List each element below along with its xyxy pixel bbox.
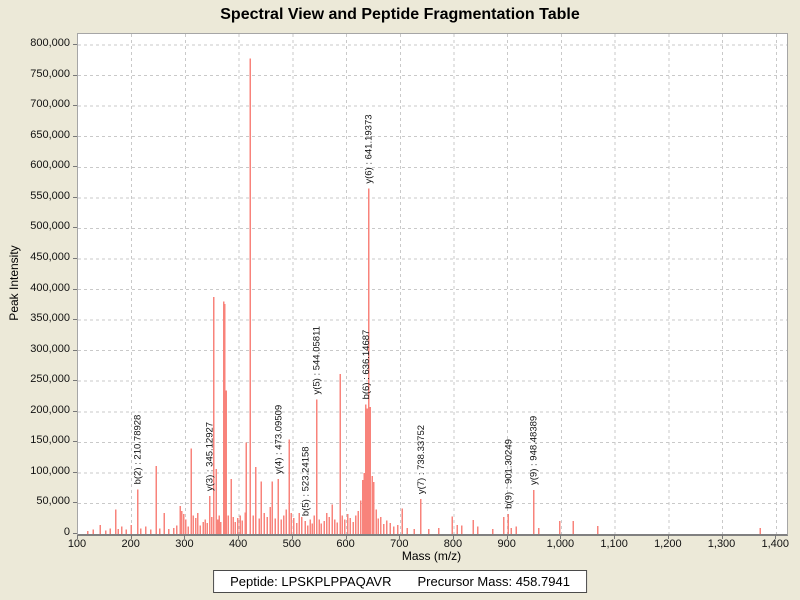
x-tick-label: 900 [497, 538, 516, 550]
y-tick-label: 400,000 [30, 281, 70, 294]
ion-label: y(5) : 544.05811 [312, 326, 323, 394]
y-tick-label: 300,000 [30, 342, 70, 355]
y-tick-mark [73, 227, 77, 229]
x-tick-mark [560, 535, 562, 539]
y-tick-mark [73, 166, 77, 168]
y-tick-label: 50,000 [36, 495, 70, 508]
y-tick-label: 450,000 [30, 250, 70, 263]
y-tick-mark [73, 380, 77, 382]
x-tick-label: 300 [175, 538, 194, 550]
x-tick-mark [667, 535, 669, 539]
ion-label: b(5) : 523.24158 [300, 446, 311, 516]
x-tick-label: 1,200 [654, 538, 682, 550]
x-tick-mark [345, 535, 347, 539]
page-title: Spectral View and Peptide Fragmentation … [220, 6, 580, 23]
y-tick-label: 700,000 [30, 98, 70, 111]
y-tick-label: 100,000 [30, 464, 70, 477]
y-tick-label: 350,000 [30, 312, 70, 325]
x-tick-mark [184, 535, 186, 539]
y-tick-label: 800,000 [30, 37, 70, 49]
y-tick-label: 750,000 [30, 67, 70, 80]
y-tick-mark [73, 319, 77, 321]
y-tick-label: 250,000 [30, 373, 70, 386]
x-tick-label: 1,300 [707, 538, 736, 550]
x-tick-mark [614, 535, 616, 539]
ion-label: y(6) : 641.19373 [364, 114, 375, 183]
y-tick-label: 500,000 [30, 220, 70, 233]
x-tick-mark [238, 535, 240, 539]
ion-label: y(3) : 345.12927 [205, 422, 216, 491]
y-tick-label: 550,000 [30, 189, 70, 202]
ion-label: b(9) : 901.30249 [503, 439, 514, 509]
x-tick-mark [506, 535, 508, 539]
y-tick-mark [73, 441, 77, 443]
ion-label: b(2) : 210.78928 [133, 415, 144, 485]
x-tick-label: 1,100 [600, 538, 628, 550]
precursor-mass: Precursor Mass: 458.7941 [417, 574, 570, 589]
x-tick-label: 100 [67, 538, 87, 550]
y-tick-mark [73, 74, 77, 76]
y-tick-mark [73, 44, 77, 45]
x-tick-label: 500 [282, 538, 302, 550]
x-tick-mark [399, 535, 401, 539]
x-tick-mark [452, 535, 454, 539]
y-tick-label: 150,000 [30, 434, 70, 447]
spectrum-canvas: b(2) : 210.78928 y(3) : 345.12927 y(4) : 4… [78, 34, 787, 534]
y-tick-mark [73, 349, 77, 351]
x-tick-label: 400 [228, 538, 248, 550]
x-tick-mark [291, 535, 293, 539]
ion-label: y(4) : 473.09509 [273, 405, 284, 474]
peptide-info-box: Peptide: LPSKPLPPAQAVR Precursor Mass: 45… [213, 570, 587, 593]
spectrum-plot[interactable]: b(2) : 210.78928 y(3) : 345.12927 y(4) : 4… [77, 33, 788, 536]
y-tick-mark [73, 533, 77, 534]
y-tick-mark [73, 502, 77, 504]
x-tick-label: 700 [390, 538, 409, 550]
y-tick-mark [73, 135, 77, 137]
x-tick-mark [77, 535, 78, 539]
ion-label: b(6) : 636.14687 [361, 330, 372, 400]
y-tick-mark [73, 105, 77, 107]
x-axis-title: Mass (m/z) [401, 549, 462, 563]
y-tick-mark [73, 257, 77, 259]
y-tick-mark [73, 471, 77, 473]
x-tick-label: 600 [336, 538, 355, 550]
y-tick-label: 200,000 [30, 403, 70, 416]
ion-label: y(9) : 948.48389 [529, 416, 540, 485]
x-tick-mark [721, 535, 723, 539]
ion-label: y(7) : 738.33752 [416, 425, 427, 494]
x-tick-label: 200 [121, 538, 140, 550]
y-tick-label: 650,000 [30, 128, 70, 141]
x-tick-label: 1,000 [546, 538, 575, 550]
y-tick-label: 600,000 [30, 159, 70, 172]
y-tick-mark [73, 410, 77, 412]
x-tick-label: 800 [443, 538, 463, 550]
y-tick-mark [73, 196, 77, 198]
x-tick-mark [130, 535, 132, 539]
y-tick-mark [73, 288, 77, 290]
y-tick-label: 0 [63, 526, 70, 538]
x-tick-label: 1,400 [761, 538, 790, 550]
x-tick-mark [775, 535, 777, 539]
peptide-sequence: Peptide: LPSKPLPPAQAVR [230, 574, 392, 589]
